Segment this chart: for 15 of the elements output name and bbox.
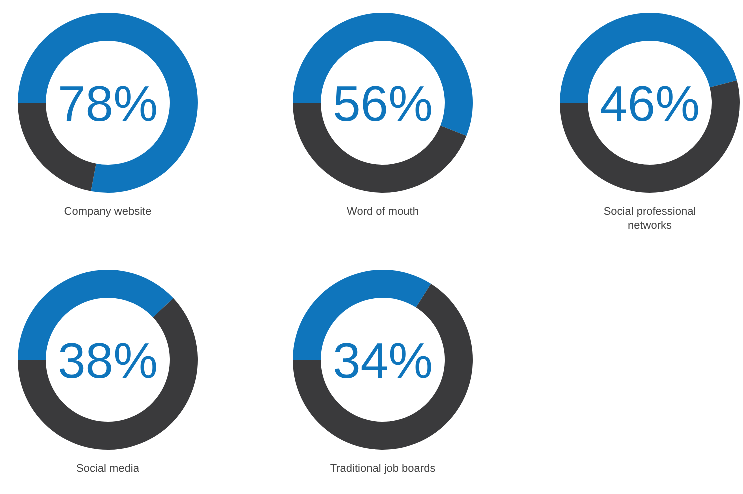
text: Social media — [76, 463, 140, 475]
donut-slice — [293, 284, 473, 450]
donut-slice — [18, 13, 198, 193]
text: 38% — [58, 333, 158, 389]
text: Word of mouth — [347, 206, 419, 218]
text: 78% — [58, 76, 158, 132]
text: Traditional job boards — [330, 463, 436, 475]
donut-slice — [18, 298, 198, 450]
text: 46% — [600, 76, 700, 132]
text: 34% — [332, 333, 434, 389]
donut-slice — [293, 13, 473, 136]
donut-slice — [560, 80, 740, 193]
text: Social professional networks — [604, 206, 696, 232]
text: 56% — [332, 76, 434, 132]
text: Company website — [64, 206, 152, 218]
